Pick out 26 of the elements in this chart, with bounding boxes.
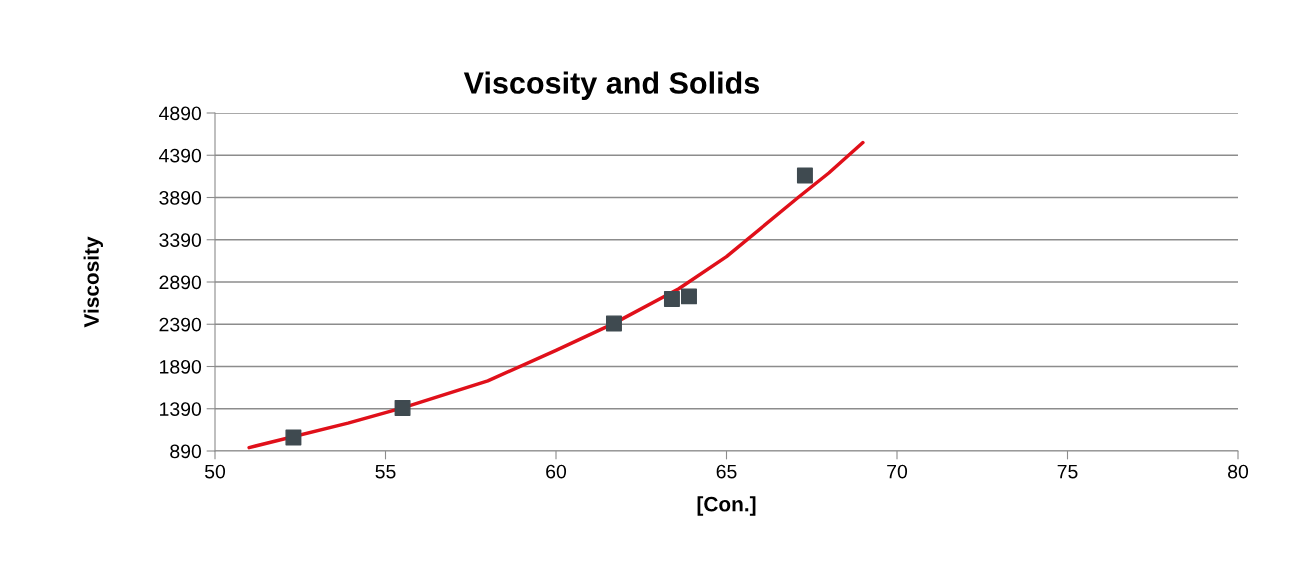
y-tick-label: 1890 <box>160 359 202 374</box>
point <box>796 167 813 184</box>
line-series <box>247 140 865 450</box>
y-tick-label: 2890 <box>159 275 202 290</box>
y-tick-label: 2390 <box>159 317 202 332</box>
y-tick-label: 4390 <box>159 148 202 163</box>
y-tick-label: 3390 <box>159 233 202 247</box>
x-tick-label: 70 <box>887 464 908 479</box>
point <box>663 290 680 307</box>
x-tick-label: 60 <box>546 464 567 479</box>
point <box>394 399 411 416</box>
x-tick-label: 50 <box>204 464 226 479</box>
x-axis-title: [Con.] <box>697 496 756 516</box>
x-tick-label: 75 <box>1057 464 1078 479</box>
x-tick-label: 80 <box>1228 464 1249 479</box>
point <box>605 315 622 332</box>
point <box>285 429 302 446</box>
chart-title: Viscosity and Solids <box>463 71 759 100</box>
y-axis-title: Viscosity <box>83 236 103 328</box>
y-tick-label: 890 <box>170 444 202 459</box>
y-tick-label: 3890 <box>159 190 202 205</box>
y-tick-label: 4890 <box>159 106 202 121</box>
point <box>681 288 697 305</box>
x-tick-label: 65 <box>716 464 737 479</box>
y-tick-label: 1390 <box>160 402 202 416</box>
x-tick-label: 55 <box>375 464 396 479</box>
